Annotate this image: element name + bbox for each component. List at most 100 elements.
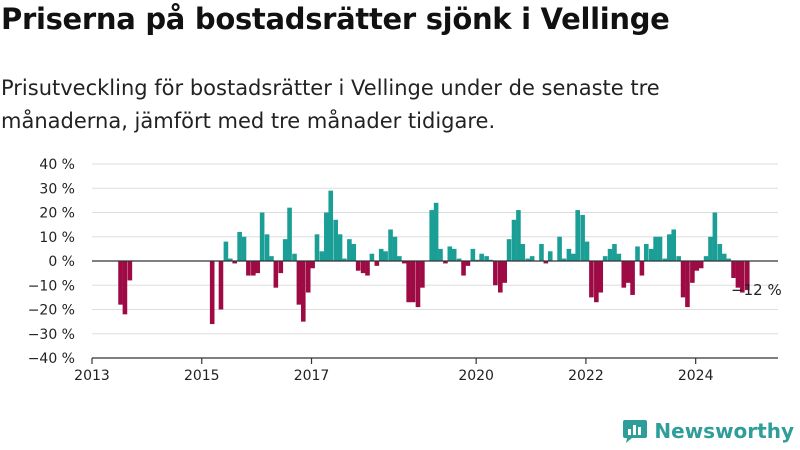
bar bbox=[470, 248, 476, 261]
bar bbox=[251, 261, 256, 276]
axes bbox=[91, 260, 778, 364]
bar bbox=[520, 244, 526, 261]
bar bbox=[237, 231, 242, 261]
bar bbox=[648, 248, 654, 261]
bar bbox=[584, 241, 590, 261]
bar bbox=[118, 261, 123, 305]
bar bbox=[602, 256, 608, 261]
tick-labels: −40 % −30 % −20 % −10 % 0 % 10 % 20 % 30 % 40 % 2… bbox=[28, 157, 782, 384]
bar bbox=[122, 261, 128, 315]
bar bbox=[447, 246, 453, 261]
bar bbox=[703, 256, 709, 261]
bar bbox=[310, 261, 315, 269]
y-tick-label: 10 % bbox=[39, 230, 75, 246]
bar bbox=[539, 244, 544, 261]
bar bbox=[726, 258, 731, 261]
x-tick-label: 2024 bbox=[678, 368, 714, 384]
bar bbox=[392, 236, 398, 261]
y-tick-label: −20 % bbox=[28, 303, 75, 319]
bar bbox=[744, 261, 750, 291]
bar bbox=[333, 219, 338, 261]
bar bbox=[292, 253, 297, 261]
bar bbox=[355, 261, 361, 271]
bar bbox=[589, 261, 594, 298]
bar bbox=[717, 244, 723, 261]
bar bbox=[667, 234, 672, 261]
x-tick-label: 2015 bbox=[184, 368, 220, 384]
bar bbox=[209, 261, 215, 325]
bar bbox=[420, 261, 425, 288]
bar bbox=[383, 251, 388, 261]
bar bbox=[347, 239, 352, 261]
bar bbox=[502, 261, 507, 283]
bar bbox=[232, 261, 237, 264]
bar bbox=[694, 261, 700, 271]
bar bbox=[337, 234, 343, 261]
y-tick-label: 20 % bbox=[39, 206, 75, 222]
bar bbox=[557, 236, 562, 261]
bar bbox=[451, 248, 457, 261]
bar bbox=[300, 261, 306, 322]
x-tick-label: 2022 bbox=[568, 368, 604, 384]
bar bbox=[625, 261, 631, 283]
bar bbox=[264, 234, 270, 261]
bar bbox=[616, 253, 622, 261]
bar bbox=[438, 248, 443, 261]
bar bbox=[671, 229, 677, 261]
bar bbox=[273, 261, 279, 288]
bar bbox=[529, 256, 535, 261]
bar bbox=[296, 261, 302, 305]
bar bbox=[561, 258, 567, 261]
bar bbox=[287, 207, 292, 261]
bar bbox=[278, 261, 284, 274]
bar bbox=[218, 261, 224, 310]
bar bbox=[657, 236, 663, 261]
bar bbox=[227, 258, 233, 261]
bar bbox=[580, 214, 585, 261]
bar bbox=[351, 244, 357, 261]
bar bbox=[324, 212, 329, 261]
bar bbox=[676, 256, 681, 261]
bar bbox=[621, 261, 627, 288]
bar bbox=[547, 251, 553, 261]
bar bbox=[630, 261, 635, 295]
bar bbox=[369, 253, 375, 261]
bar bbox=[246, 261, 251, 276]
bar bbox=[685, 261, 690, 308]
bar bbox=[365, 261, 370, 276]
bar bbox=[378, 248, 384, 261]
x-tick-label: 2020 bbox=[458, 368, 494, 384]
bar bbox=[680, 261, 686, 298]
bar bbox=[401, 261, 407, 264]
x-tick-label: 2013 bbox=[74, 368, 110, 384]
bar bbox=[506, 239, 512, 261]
newsworthy-icon bbox=[623, 420, 648, 443]
bar bbox=[566, 248, 572, 261]
y-tick-label: −10 % bbox=[28, 278, 75, 294]
bar bbox=[397, 256, 402, 261]
bar bbox=[712, 212, 718, 261]
bar bbox=[735, 261, 741, 288]
bar bbox=[708, 236, 713, 261]
bar bbox=[740, 261, 745, 293]
bar bbox=[255, 261, 261, 274]
chart-subtitle: Prisutveckling för bostadsrätter i Velli… bbox=[1, 76, 660, 133]
bar bbox=[570, 253, 576, 261]
bar bbox=[433, 202, 439, 261]
bar bbox=[598, 261, 604, 293]
bar bbox=[493, 261, 498, 286]
bar bbox=[594, 261, 599, 303]
bar bbox=[374, 261, 380, 266]
bar bbox=[456, 258, 462, 261]
chart-title: Priserna på bostadsrätter sjönk i Vellin… bbox=[1, 2, 670, 36]
bar bbox=[429, 210, 435, 261]
bar bbox=[259, 212, 265, 261]
bar bbox=[662, 258, 668, 261]
bar bbox=[479, 253, 484, 261]
bar bbox=[465, 261, 471, 266]
bar bbox=[410, 261, 416, 303]
y-tick-label: 0 % bbox=[48, 254, 75, 270]
bar bbox=[635, 246, 640, 261]
bar bbox=[328, 190, 334, 261]
y-tick-label: 40 % bbox=[39, 157, 75, 173]
